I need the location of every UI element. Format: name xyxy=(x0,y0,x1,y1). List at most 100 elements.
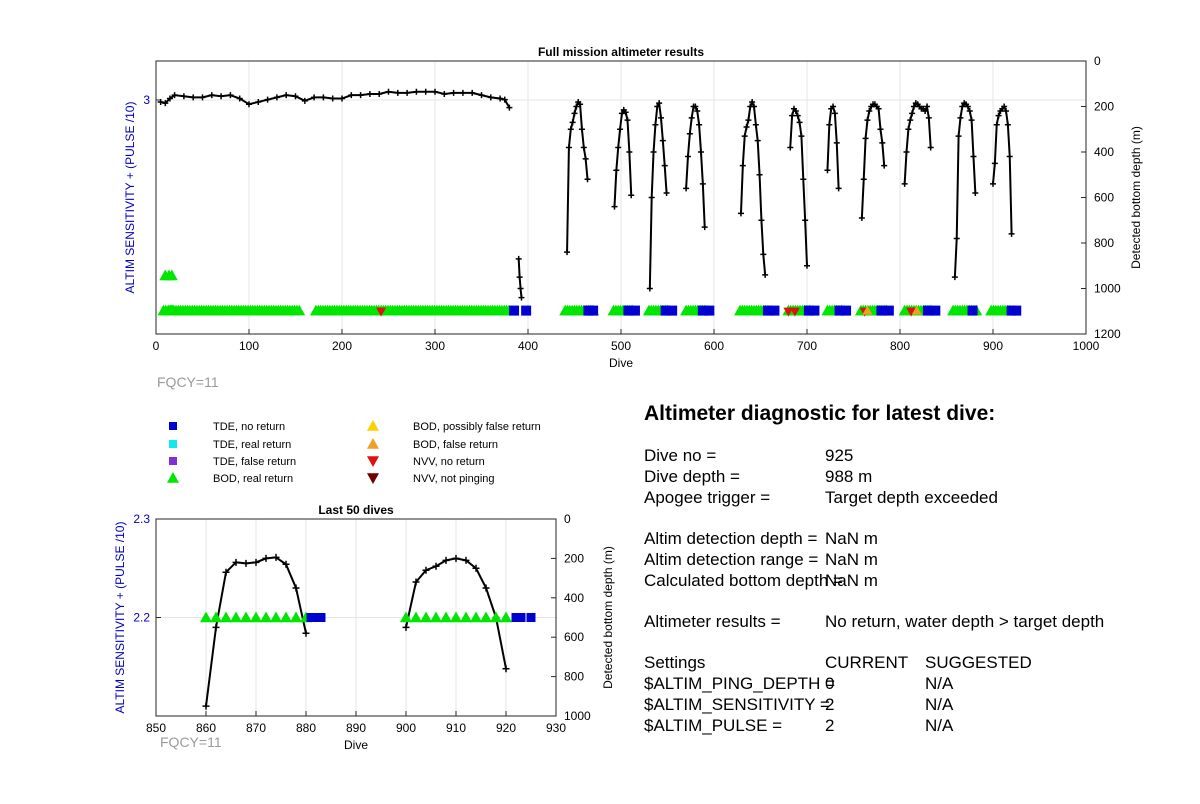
tde-no-return-marker xyxy=(509,305,520,316)
bottom-depth-marker xyxy=(970,153,977,160)
tde-no-return-marker xyxy=(511,613,521,622)
bottom-depth-marker xyxy=(567,126,574,133)
bottom-depth-line xyxy=(826,104,840,189)
bottom-depth-marker xyxy=(686,130,693,137)
tde-no-return-marker xyxy=(883,305,894,316)
x-tick-label: 800 xyxy=(890,339,910,353)
tde-no-return-marker xyxy=(660,305,671,316)
bottom-depth-marker xyxy=(830,103,837,110)
bottom-depth-marker xyxy=(518,294,525,301)
bottom-depth-marker xyxy=(208,92,215,99)
bod-real-return-marker xyxy=(440,611,452,623)
bottom-depth-marker xyxy=(422,566,430,574)
bottom-depth-marker xyxy=(432,88,438,95)
diagnostic-label: Altim detection range = xyxy=(644,550,819,569)
diagnostic-label: Apogee trigger = xyxy=(644,488,771,507)
bottom-depth-marker xyxy=(311,94,318,101)
diagnostic-label: Altimeter results = xyxy=(644,612,781,631)
bottom-depth-marker xyxy=(879,139,886,146)
bottom-depth-marker xyxy=(739,162,746,169)
bottom-depth-marker xyxy=(877,126,884,133)
bottom-depth-marker xyxy=(366,90,373,97)
bottom-depth-marker xyxy=(758,217,765,224)
bottom-depth-marker xyxy=(487,94,494,101)
tde-no-return-marker xyxy=(930,305,941,316)
tde-no-return-marker xyxy=(704,305,715,316)
bottom-depth-marker xyxy=(858,214,865,221)
legend-label: TDE, false return xyxy=(213,456,296,468)
bottom-depth-marker xyxy=(301,97,308,104)
bottom-depth-marker xyxy=(1008,230,1015,237)
bottom-depth-marker xyxy=(506,104,513,111)
bottom-depth-marker xyxy=(613,167,620,174)
bottom-depth-marker xyxy=(833,139,840,146)
legend-label: BOD, false return xyxy=(413,439,498,451)
bottom-depth-line xyxy=(739,99,767,275)
bottom-depth-marker xyxy=(650,149,657,155)
x-tick-label: 920 xyxy=(496,721,516,735)
x-axis-label: Dive xyxy=(609,356,633,370)
bottom-depth-marker xyxy=(157,98,164,105)
bottom-depth-marker xyxy=(762,271,769,278)
legend-marker-triangle-up xyxy=(367,420,379,431)
bottom-depth-marker xyxy=(282,560,290,568)
tde-no-return-marker xyxy=(623,305,634,316)
bottom-depth-marker xyxy=(283,92,290,99)
settings-label: $ALTIM_SENSITIVITY = xyxy=(644,695,830,714)
bottom-depth-marker xyxy=(501,96,508,103)
bod-real-return-marker xyxy=(450,611,462,623)
bottom-depth-marker xyxy=(236,95,243,102)
diagnostic-value: 988 m xyxy=(825,467,873,486)
bottom-depth-marker xyxy=(692,103,699,110)
x-tick-label: 200 xyxy=(332,339,352,353)
tde-no-return-marker xyxy=(316,613,326,622)
bottom-depth-marker xyxy=(615,144,622,151)
bottom-depth-line xyxy=(953,101,977,278)
bottom-depth-marker xyxy=(348,92,355,99)
bottom-depth-marker xyxy=(422,88,429,95)
bottom-depth-marker xyxy=(957,114,964,121)
y-right-tick-label: 400 xyxy=(1094,145,1114,159)
y-right-tick-label: 1200 xyxy=(1094,327,1121,341)
tde-no-return-marker xyxy=(769,305,780,316)
bottom-depth-marker xyxy=(517,285,524,292)
bod-real-return-marker xyxy=(240,611,252,623)
bottom-depth-marker xyxy=(502,665,510,673)
bottom-depth-marker xyxy=(580,144,587,151)
tde-no-return-marker xyxy=(588,305,599,316)
tde-no-return-marker xyxy=(967,305,978,316)
bottom-depth-marker xyxy=(212,623,220,631)
bottom-depth-marker xyxy=(218,93,225,100)
bottom-depth-line xyxy=(903,101,932,184)
legend-label: NVV, no return xyxy=(413,456,485,468)
settings-suggested: N/A xyxy=(925,674,954,693)
bottom-depth-marker xyxy=(255,98,262,105)
bottom-depth-marker xyxy=(394,89,401,96)
settings-header-suggested: SUGGESTED xyxy=(925,653,1032,672)
bottom-depth-marker xyxy=(469,89,476,96)
bottom-depth-marker xyxy=(927,144,934,151)
legend-label: TDE, real return xyxy=(213,439,291,451)
bottom-depth-line xyxy=(613,108,633,207)
x-tick-label: 890 xyxy=(346,721,366,735)
x-tick-label: 900 xyxy=(396,721,416,735)
bod-real-return-marker xyxy=(293,304,306,316)
bottom-depth-marker xyxy=(684,153,691,160)
tde-no-return-marker xyxy=(516,613,526,622)
bottom-depth-marker xyxy=(577,101,584,108)
bottom-depth-marker xyxy=(787,144,794,151)
y-right-tick-label: 200 xyxy=(1094,100,1114,114)
y-right-tick-label: 200 xyxy=(564,551,584,565)
bottom-depth-marker xyxy=(565,144,572,151)
bottom-depth-marker xyxy=(796,119,803,126)
bottom-depth-marker xyxy=(302,629,310,637)
bod-real-return-marker xyxy=(280,611,292,623)
bottom-depth-marker xyxy=(584,176,591,183)
bottom-depth-marker xyxy=(404,89,411,96)
bottom-depth-marker xyxy=(968,117,975,124)
bottom-depth-marker xyxy=(569,119,576,126)
bottom-depth-marker xyxy=(964,103,971,110)
y-right-tick-label: 0 xyxy=(1094,54,1101,68)
tde-no-return-marker xyxy=(306,613,316,622)
legend-marker-triangle-down xyxy=(367,456,379,467)
